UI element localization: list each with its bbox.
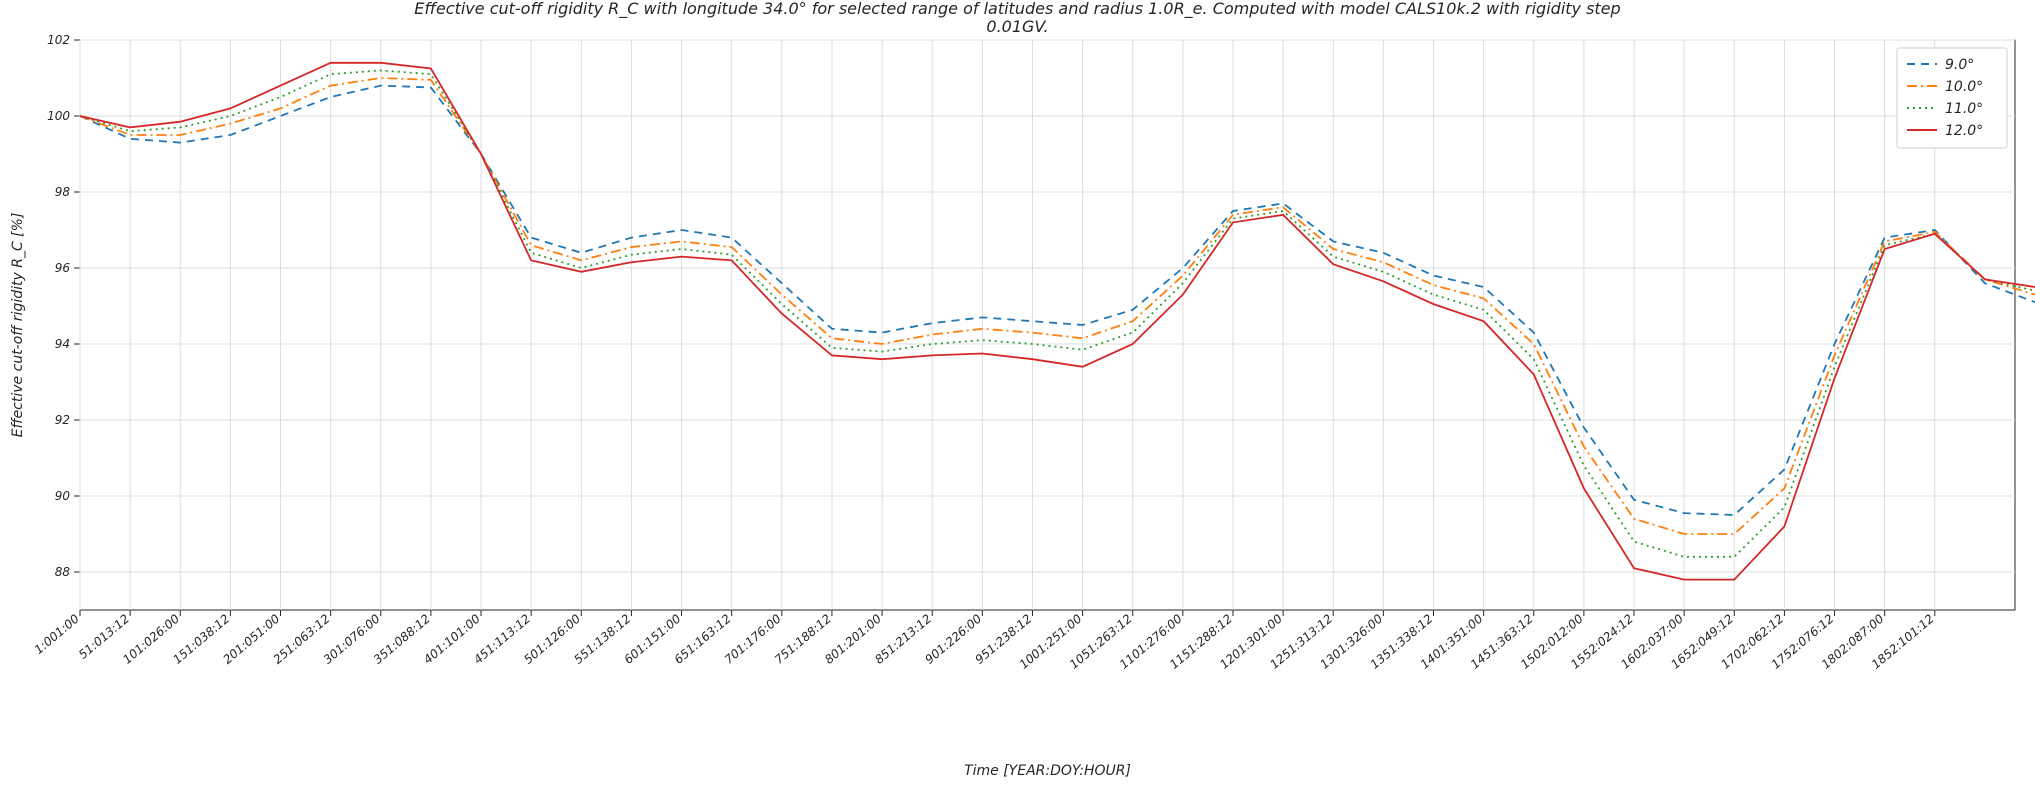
y-tick-label: 92 <box>55 413 70 427</box>
legend-label: 10.0° <box>1945 79 1983 95</box>
chart-title: 0.01GV. <box>986 17 1048 36</box>
x-axis-label: Time [YEAR:DOY:HOUR] <box>964 763 1131 779</box>
legend-label: 11.0° <box>1945 101 1983 117</box>
y-tick-label: 94 <box>55 337 70 351</box>
y-tick-label: 98 <box>55 185 71 199</box>
legend-label: 12.0° <box>1945 123 1983 139</box>
legend-label: 9.0° <box>1945 57 1974 73</box>
legend: 9.0° 10.0° 11.0° 12.0° <box>1897 48 2007 148</box>
chart-container: 8890929496981001021:001:0051:013:12101:0… <box>0 0 2035 785</box>
y-tick-label: 100 <box>47 109 70 123</box>
y-tick-label: 102 <box>47 33 70 47</box>
y-tick-label: 96 <box>55 261 71 275</box>
y-tick-label: 90 <box>55 489 71 503</box>
y-axis-label: Effective cut-off rigidity R_C [%] <box>10 213 26 438</box>
y-tick-label: 88 <box>55 565 71 579</box>
